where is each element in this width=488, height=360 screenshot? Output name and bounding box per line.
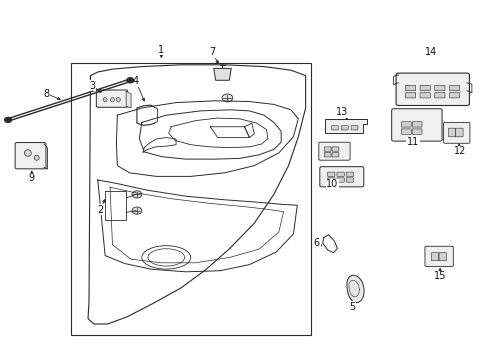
FancyBboxPatch shape (341, 126, 347, 130)
FancyBboxPatch shape (411, 122, 421, 127)
FancyBboxPatch shape (430, 253, 438, 261)
FancyBboxPatch shape (448, 85, 459, 91)
FancyBboxPatch shape (96, 90, 127, 107)
FancyBboxPatch shape (336, 178, 344, 182)
Text: 9: 9 (29, 173, 35, 183)
Text: 5: 5 (348, 302, 354, 312)
FancyBboxPatch shape (346, 178, 353, 182)
Circle shape (222, 94, 232, 102)
FancyBboxPatch shape (438, 253, 446, 261)
FancyBboxPatch shape (434, 93, 444, 98)
Text: 7: 7 (209, 47, 215, 57)
FancyBboxPatch shape (448, 93, 459, 98)
FancyBboxPatch shape (455, 128, 462, 137)
FancyBboxPatch shape (331, 126, 338, 130)
Polygon shape (213, 68, 231, 80)
FancyBboxPatch shape (336, 172, 344, 176)
Circle shape (127, 78, 134, 83)
Ellipse shape (110, 98, 114, 102)
Circle shape (132, 207, 142, 214)
Ellipse shape (103, 98, 107, 102)
Ellipse shape (34, 155, 39, 160)
Circle shape (5, 117, 12, 122)
Polygon shape (346, 275, 363, 302)
FancyBboxPatch shape (15, 143, 46, 169)
Bar (71, 63, 310, 335)
FancyBboxPatch shape (401, 122, 410, 127)
FancyBboxPatch shape (324, 153, 330, 157)
FancyBboxPatch shape (405, 85, 415, 91)
FancyBboxPatch shape (419, 93, 429, 98)
FancyBboxPatch shape (447, 128, 455, 137)
Text: 6: 6 (313, 238, 319, 248)
FancyBboxPatch shape (391, 109, 441, 141)
FancyBboxPatch shape (331, 153, 338, 157)
FancyBboxPatch shape (419, 85, 429, 91)
Text: 3: 3 (89, 81, 95, 91)
FancyBboxPatch shape (350, 126, 357, 130)
Circle shape (132, 191, 142, 198)
FancyBboxPatch shape (346, 172, 353, 176)
Text: 14: 14 (424, 47, 437, 57)
Text: 2: 2 (97, 204, 103, 215)
Text: 15: 15 (433, 271, 446, 282)
FancyBboxPatch shape (324, 147, 330, 151)
Ellipse shape (24, 150, 31, 156)
Polygon shape (126, 91, 131, 108)
FancyBboxPatch shape (411, 129, 421, 134)
FancyBboxPatch shape (327, 178, 334, 182)
FancyBboxPatch shape (319, 167, 363, 187)
Polygon shape (325, 119, 366, 133)
Text: 4: 4 (133, 76, 139, 86)
FancyBboxPatch shape (401, 129, 410, 134)
FancyBboxPatch shape (405, 93, 415, 98)
FancyBboxPatch shape (318, 142, 349, 160)
Text: 11: 11 (406, 137, 419, 147)
FancyBboxPatch shape (327, 172, 334, 176)
Text: 13: 13 (335, 107, 348, 117)
FancyBboxPatch shape (395, 73, 468, 105)
Text: 12: 12 (452, 146, 465, 156)
Text: 10: 10 (325, 179, 338, 189)
FancyBboxPatch shape (443, 122, 469, 143)
Text: 1: 1 (158, 45, 164, 55)
Ellipse shape (116, 98, 120, 102)
FancyBboxPatch shape (331, 147, 338, 151)
FancyBboxPatch shape (424, 246, 452, 266)
FancyBboxPatch shape (434, 85, 444, 91)
Text: 8: 8 (43, 89, 49, 99)
